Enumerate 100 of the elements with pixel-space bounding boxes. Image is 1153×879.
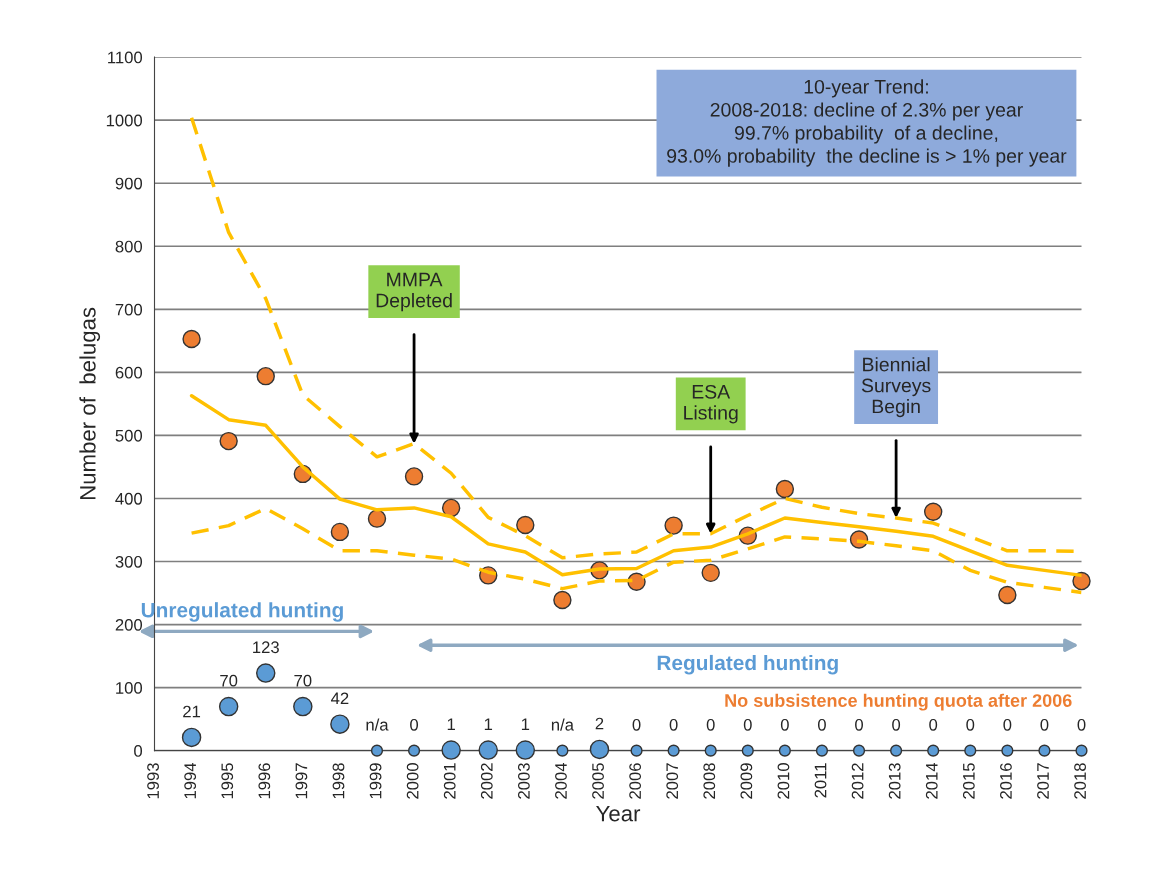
point bbox=[815, 744, 829, 757]
data-label: n/a bbox=[551, 718, 574, 731]
point bbox=[852, 744, 866, 757]
y-tick-label: 700 bbox=[115, 303, 143, 316]
y-tick-label: 100 bbox=[116, 682, 143, 694]
point bbox=[553, 590, 572, 610]
data-label: 0 bbox=[1040, 718, 1049, 731]
point bbox=[927, 744, 940, 757]
point bbox=[741, 744, 754, 757]
point bbox=[441, 740, 461, 760]
y-tick-label: 1000 bbox=[106, 114, 143, 127]
x-tick-label: 2018 bbox=[1074, 763, 1086, 799]
annotation: Regulated hunting bbox=[657, 654, 838, 675]
data-label: 0 bbox=[743, 718, 752, 731]
data-label: 0 bbox=[706, 718, 715, 731]
x-tick-label: 2011 bbox=[814, 763, 827, 798]
point bbox=[330, 522, 350, 542]
x-tick-label: 2012 bbox=[851, 763, 864, 799]
point bbox=[890, 744, 903, 757]
point bbox=[1001, 744, 1014, 757]
data-label: 0 bbox=[632, 718, 641, 731]
data-label: 70 bbox=[220, 674, 238, 687]
point bbox=[367, 509, 387, 528]
y-tick-label: 1100 bbox=[108, 51, 143, 64]
x-tick-label: 2000 bbox=[406, 763, 419, 799]
data-label: 0 bbox=[1077, 718, 1086, 731]
point bbox=[219, 431, 238, 451]
x-tick-label: 1998 bbox=[332, 763, 345, 799]
point bbox=[181, 727, 202, 748]
annotation: ESA Listing bbox=[684, 384, 738, 424]
data-label: 1 bbox=[521, 718, 530, 730]
point bbox=[255, 663, 276, 683]
annotation: Biennial Surveys Begin bbox=[861, 357, 931, 418]
x-tick-label: 2009 bbox=[740, 763, 753, 799]
point bbox=[478, 740, 498, 760]
x-tick-label: 1996 bbox=[258, 763, 271, 799]
y-tick-label: 600 bbox=[115, 366, 143, 379]
x-tick-label: 2001 bbox=[443, 763, 456, 799]
point bbox=[1075, 744, 1088, 757]
point bbox=[256, 366, 275, 386]
x-tick-label: 2016 bbox=[1000, 763, 1012, 799]
data-label: 0 bbox=[780, 718, 789, 731]
x-tick-label: 2006 bbox=[629, 763, 642, 799]
x-tick-label: 2008 bbox=[703, 763, 716, 799]
x-tick-label: 2003 bbox=[517, 763, 530, 799]
data-label: 1 bbox=[484, 718, 493, 730]
point bbox=[964, 744, 977, 757]
point bbox=[664, 516, 683, 535]
point bbox=[441, 498, 461, 518]
point bbox=[404, 467, 424, 486]
data-label: 2 bbox=[595, 717, 604, 730]
point bbox=[1038, 744, 1051, 757]
data-label: 1 bbox=[447, 718, 455, 730]
x-tick-label: 1995 bbox=[221, 763, 234, 799]
x-tick-label: 2002 bbox=[480, 763, 493, 799]
data-label: 0 bbox=[1003, 718, 1012, 731]
y-tick-label: 800 bbox=[115, 240, 143, 253]
point bbox=[704, 744, 717, 757]
point bbox=[515, 740, 536, 760]
point bbox=[330, 714, 350, 734]
y-tick-label: 400 bbox=[115, 492, 143, 505]
x-tick-label: 2004 bbox=[555, 762, 567, 799]
y-tick-label: 300 bbox=[115, 555, 143, 568]
y-tick-label: 0 bbox=[134, 745, 143, 757]
x-tick-label: 2015 bbox=[962, 763, 975, 799]
data-label: 0 bbox=[966, 718, 975, 731]
point bbox=[293, 696, 313, 717]
point bbox=[407, 744, 421, 757]
point bbox=[923, 502, 943, 521]
x-tick-label: 1993 bbox=[147, 763, 159, 799]
annotation: MMPA Depleted bbox=[376, 272, 452, 312]
x-tick-label: 2007 bbox=[666, 763, 679, 799]
data-label: 0 bbox=[669, 718, 678, 731]
x-tick-label: 2013 bbox=[888, 763, 901, 799]
annotation: No subsistence hunting quota after 2006 bbox=[725, 693, 1072, 711]
y-axis-title: Number of belugas bbox=[79, 307, 101, 500]
x-tick-label: 2014 bbox=[925, 762, 938, 799]
point bbox=[627, 572, 646, 591]
point bbox=[370, 744, 384, 757]
x-tick-label: 1994 bbox=[184, 762, 197, 799]
data-label: 123 bbox=[253, 641, 279, 654]
point bbox=[775, 479, 795, 499]
data-label: 0 bbox=[410, 718, 419, 731]
point bbox=[556, 744, 569, 757]
x-tick-label: 1999 bbox=[369, 763, 382, 799]
data-label: 0 bbox=[892, 718, 901, 731]
data-label: n/a bbox=[366, 718, 389, 731]
point bbox=[667, 744, 680, 757]
x-tick-label: 2005 bbox=[592, 763, 604, 799]
point bbox=[589, 739, 610, 760]
x-tick-label: 1997 bbox=[295, 763, 308, 799]
data-label: 0 bbox=[855, 718, 864, 731]
point bbox=[778, 744, 791, 757]
data-label: 0 bbox=[817, 718, 826, 731]
x-tick-label: 2010 bbox=[777, 763, 790, 799]
point bbox=[516, 515, 535, 535]
annotation: 10-year Trend: 2008-2018: decline of 2.3% per year 99.7% probability of a decline, 93.0% probability the decline is > 1% per year bbox=[667, 79, 1067, 167]
point bbox=[182, 329, 201, 349]
point bbox=[998, 585, 1017, 605]
point bbox=[701, 563, 720, 583]
